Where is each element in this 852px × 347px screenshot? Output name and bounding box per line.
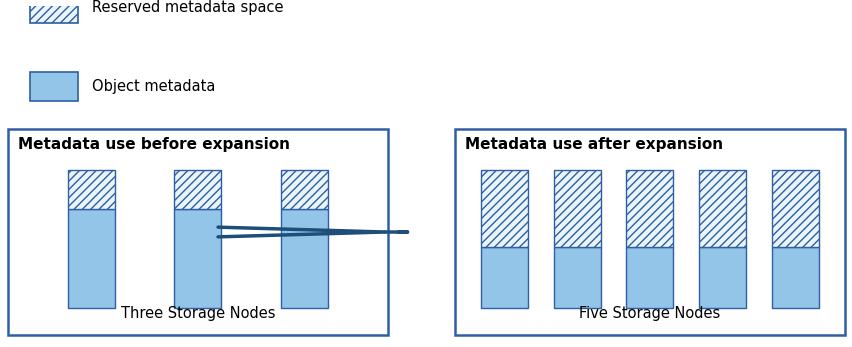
Bar bbox=[175, 209, 222, 308]
Bar bbox=[30, 72, 78, 101]
Bar bbox=[30, 0, 78, 23]
Bar bbox=[699, 247, 746, 308]
Bar bbox=[175, 170, 222, 209]
Bar bbox=[554, 247, 601, 308]
Bar bbox=[626, 170, 673, 247]
Bar bbox=[554, 170, 601, 247]
Text: Metadata use after expansion: Metadata use after expansion bbox=[465, 137, 723, 152]
Bar bbox=[481, 170, 528, 247]
Bar bbox=[68, 209, 115, 308]
Text: Object metadata: Object metadata bbox=[92, 79, 216, 94]
Bar bbox=[8, 129, 388, 335]
Bar bbox=[281, 170, 328, 209]
Text: Five Storage Nodes: Five Storage Nodes bbox=[579, 306, 721, 321]
Bar bbox=[455, 129, 845, 335]
Text: Three Storage Nodes: Three Storage Nodes bbox=[121, 306, 275, 321]
Bar bbox=[68, 170, 115, 209]
Text: Metadata use before expansion: Metadata use before expansion bbox=[18, 137, 290, 152]
Text: Reserved metadata space: Reserved metadata space bbox=[92, 0, 284, 15]
Bar bbox=[626, 247, 673, 308]
Bar bbox=[772, 247, 819, 308]
Bar bbox=[481, 247, 528, 308]
Bar bbox=[699, 170, 746, 247]
Bar bbox=[772, 170, 819, 247]
Bar bbox=[281, 209, 328, 308]
